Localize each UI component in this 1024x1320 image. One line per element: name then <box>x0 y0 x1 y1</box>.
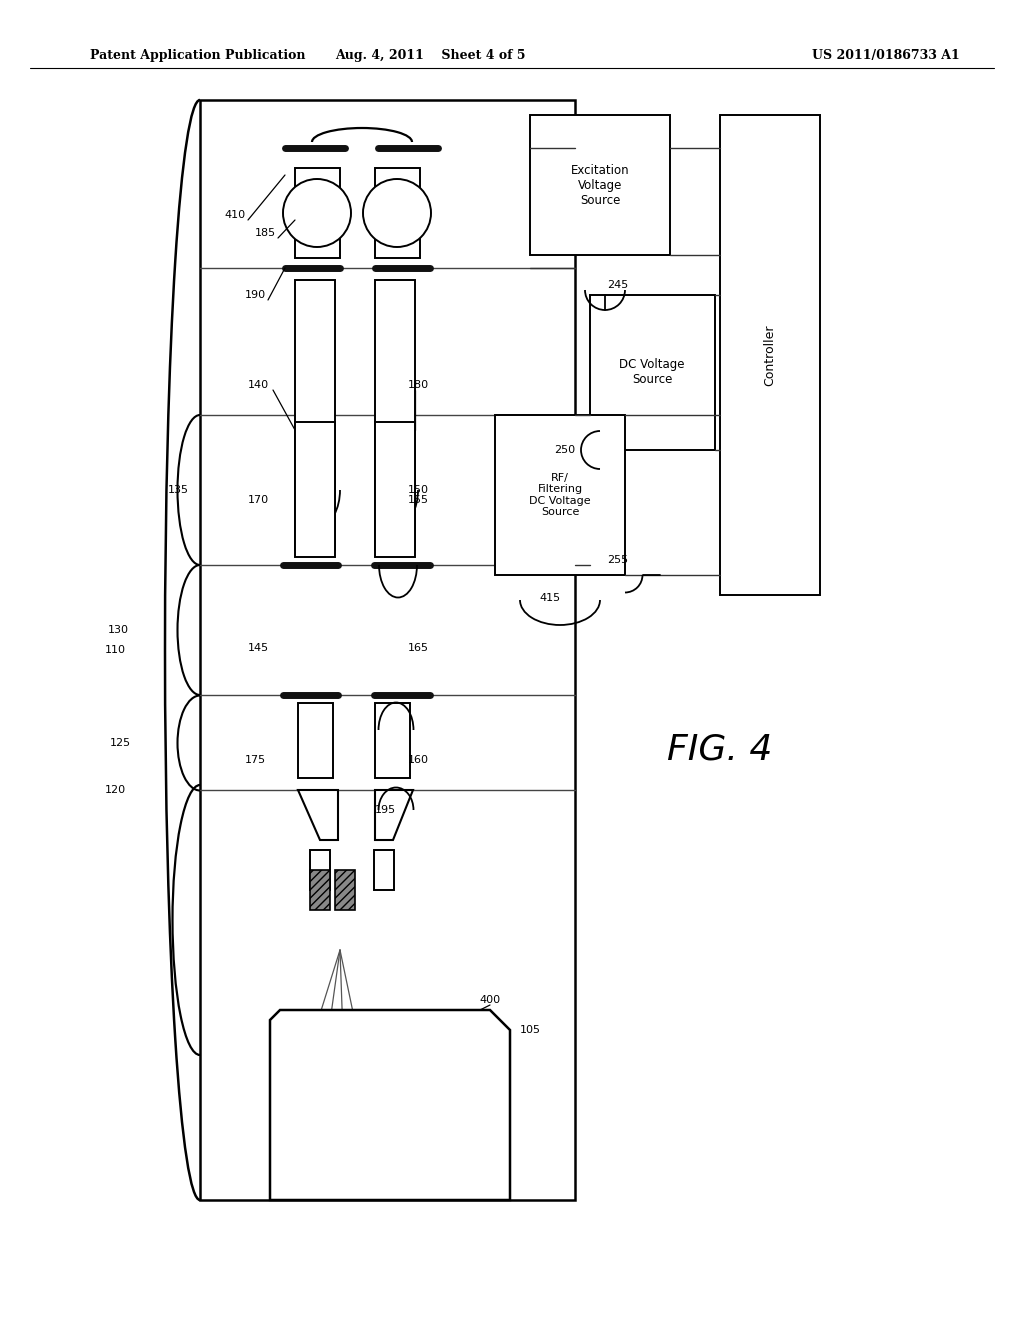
Bar <box>298 704 333 777</box>
Text: FIG. 4: FIG. 4 <box>668 733 773 767</box>
Text: US 2011/0186733 A1: US 2011/0186733 A1 <box>812 49 961 62</box>
Bar <box>495 414 625 576</box>
Bar <box>295 422 335 557</box>
Text: 245: 245 <box>607 280 629 290</box>
Polygon shape <box>270 1010 510 1200</box>
Text: 190: 190 <box>245 290 265 300</box>
Text: 410: 410 <box>224 210 246 220</box>
Circle shape <box>362 180 431 247</box>
Text: 415: 415 <box>540 593 560 603</box>
Text: Excitation
Voltage
Source: Excitation Voltage Source <box>570 164 630 206</box>
Text: 130: 130 <box>108 624 128 635</box>
Bar <box>374 850 394 890</box>
Text: 180: 180 <box>408 380 429 389</box>
Text: 170: 170 <box>248 495 268 506</box>
Text: 145: 145 <box>248 643 268 653</box>
Text: 155: 155 <box>408 495 428 506</box>
Bar <box>375 422 415 557</box>
Text: 255: 255 <box>607 554 629 565</box>
Text: 195: 195 <box>375 805 395 814</box>
Bar <box>335 870 355 909</box>
Bar <box>200 100 575 1200</box>
Text: 125: 125 <box>110 738 131 748</box>
Bar <box>295 280 335 550</box>
Text: 175: 175 <box>245 755 265 766</box>
Bar <box>530 115 670 255</box>
Text: 135: 135 <box>168 484 188 495</box>
Text: 250: 250 <box>554 445 575 455</box>
Bar <box>310 850 330 890</box>
Text: Aug. 4, 2011    Sheet 4 of 5: Aug. 4, 2011 Sheet 4 of 5 <box>335 49 525 62</box>
Text: DC Voltage
Source: DC Voltage Source <box>620 358 685 385</box>
Bar <box>590 294 715 450</box>
Text: 165: 165 <box>408 643 428 653</box>
Text: Controller: Controller <box>764 325 776 385</box>
Text: 120: 120 <box>104 785 126 795</box>
Text: 150: 150 <box>408 484 428 495</box>
Text: 160: 160 <box>408 755 428 766</box>
Bar <box>720 115 820 595</box>
Circle shape <box>283 180 351 247</box>
Polygon shape <box>375 789 413 840</box>
Text: RF/
Filtering
DC Voltage
Source: RF/ Filtering DC Voltage Source <box>529 473 591 517</box>
Polygon shape <box>298 789 338 840</box>
Text: 400: 400 <box>479 995 501 1005</box>
Bar <box>375 704 410 777</box>
Text: Patent Application Publication: Patent Application Publication <box>90 49 305 62</box>
Text: 140: 140 <box>248 380 268 389</box>
Text: 185: 185 <box>254 228 275 238</box>
Text: 105: 105 <box>519 1026 541 1035</box>
Bar <box>375 280 415 550</box>
Bar <box>310 870 330 909</box>
Text: 110: 110 <box>104 645 126 655</box>
Bar <box>295 168 340 257</box>
Bar <box>375 168 420 257</box>
